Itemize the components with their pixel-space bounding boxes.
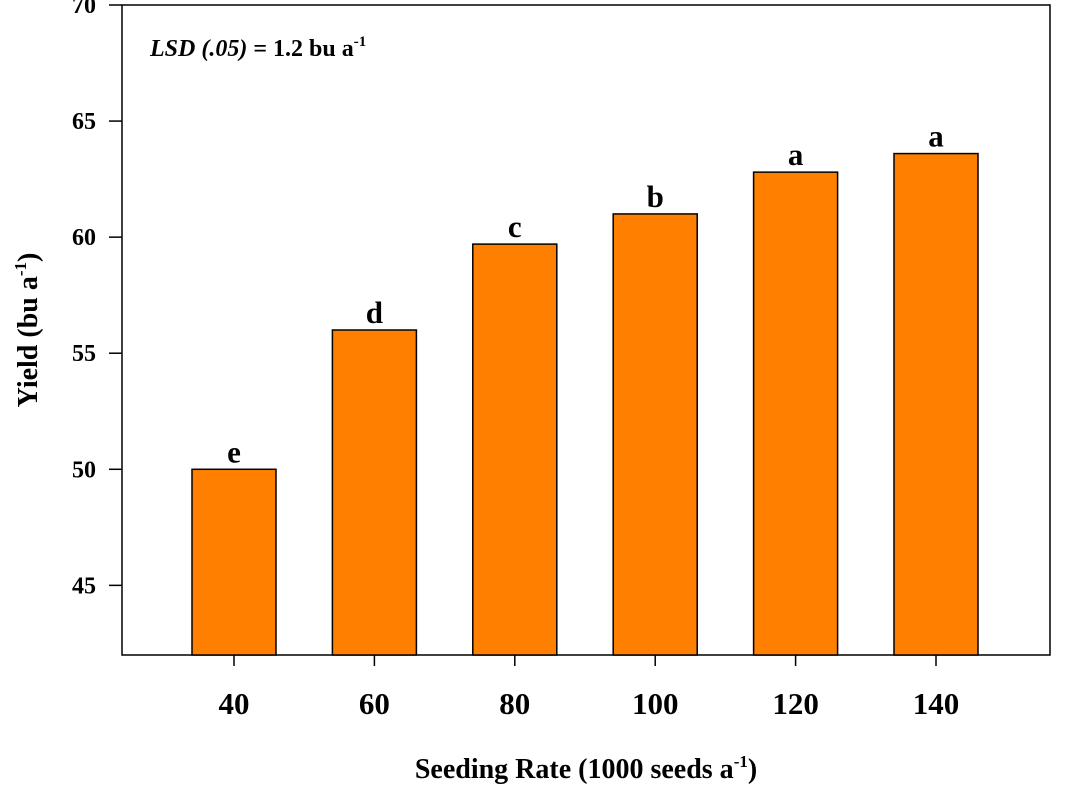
y-axis-title-suffix: ) (13, 253, 44, 262)
x-axis: 40 60 80 100 120 140 (219, 655, 960, 721)
y-axis-title-sup: -1 (11, 262, 30, 276)
x-axis-title-suffix: ) (748, 754, 757, 785)
bar-80 (472, 243, 558, 656)
lsd-annotation-sup: -1 (354, 34, 367, 50)
x-axis-title: Seeding Rate (1000 seeds a-1) (415, 752, 757, 785)
bar-label-100: b (647, 179, 664, 214)
bars-layer: e d c b a a (191, 119, 979, 656)
plot-frame (121, 4, 1051, 656)
bar-label-140: a (928, 119, 944, 154)
bar-label-60: d (366, 295, 383, 330)
bar-60 (331, 329, 418, 656)
x-axis-title-text: Seeding Rate (1000 seeds a (415, 754, 734, 785)
bar-100 (612, 213, 698, 656)
y-tick-label-65: 65 (72, 109, 96, 135)
y-axis-title: Yield (bu a-1) (11, 253, 44, 408)
y-tick-label-70: 70 (72, 0, 96, 19)
x-axis-title-sup: -1 (734, 752, 748, 771)
y-tick-label-55: 55 (72, 341, 96, 367)
lsd-annotation-text: = 1.2 bu a (247, 36, 353, 62)
x-tick-label-100: 100 (632, 686, 679, 721)
bar-40 (191, 468, 277, 656)
y-axis-title-text: Yield (bu a (13, 276, 44, 407)
y-tick-label-45: 45 (72, 573, 96, 599)
bar-label-40: e (227, 434, 241, 469)
x-tick-label-60: 60 (359, 686, 390, 721)
bar-140 (893, 152, 979, 656)
bar-label-80: c (508, 209, 522, 244)
bar-label-120: a (788, 137, 804, 172)
lsd-annotation-italic: LSD (.05) (149, 36, 247, 62)
x-tick-label-120: 120 (772, 686, 819, 721)
y-tick-label-50: 50 (72, 457, 96, 483)
x-tick-label-40: 40 (219, 686, 250, 721)
x-tick-label-140: 140 (913, 686, 960, 721)
lsd-annotation: LSD (.05) = 1.2 bu a-1 (149, 34, 366, 62)
x-tick-label-80: 80 (499, 686, 530, 721)
bar-120 (752, 171, 839, 656)
y-tick-label-60: 60 (72, 225, 96, 251)
y-axis: 45 50 55 60 65 70 (72, 0, 122, 599)
